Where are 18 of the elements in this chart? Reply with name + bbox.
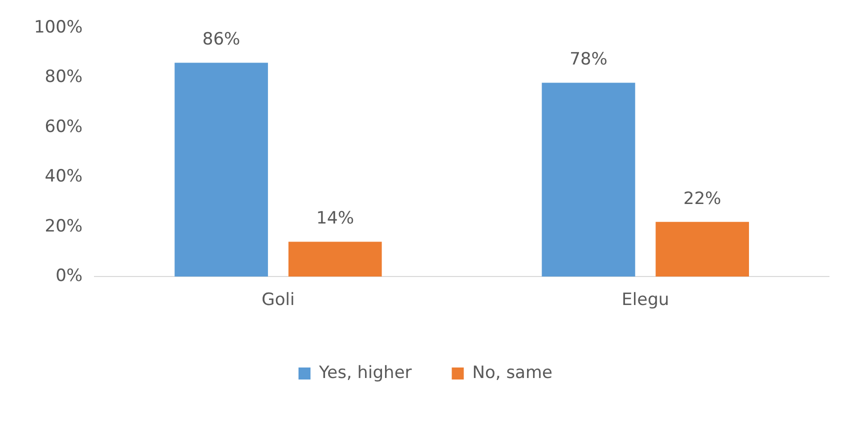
y-tick-label: 20% [44,216,83,236]
y-tick-label: 80% [44,67,83,88]
bar [174,62,268,277]
data-label: 22% [683,188,722,209]
x-tick-label: Elegu [622,290,670,310]
data-label: 78% [570,50,608,70]
x-tick-label: Goli [262,290,295,310]
y-tick-label: 100% [34,17,83,38]
data-label: 14% [316,208,354,229]
y-tick-label: 0% [56,266,83,286]
bar [542,82,636,277]
y-tick-label: 60% [44,116,83,137]
legend-label: Yes, higher [318,362,412,383]
bar [656,222,749,277]
data-label: 86% [202,30,240,50]
bar [288,242,382,277]
y-tick-label: 40% [44,166,83,187]
legend-label: No, same [472,362,552,383]
